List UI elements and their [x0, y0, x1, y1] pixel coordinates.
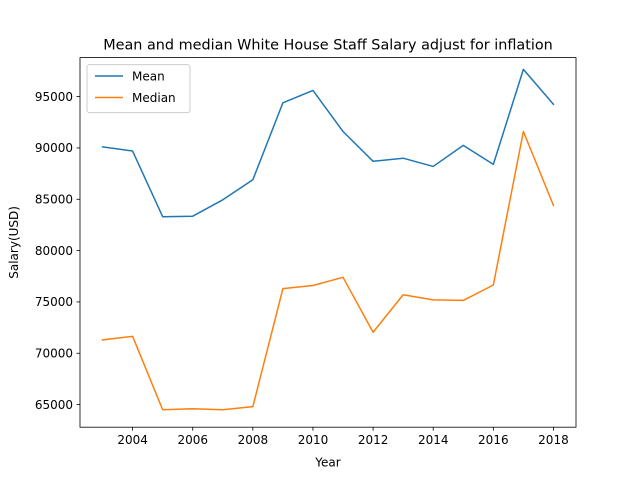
x-tick-label: 2008 [238, 433, 269, 447]
x-tick-label: 2016 [478, 433, 509, 447]
y-tick-label: 85000 [35, 193, 73, 207]
x-axis-label: Year [314, 456, 340, 470]
y-axis: 65000 70000 75000 80000 85000 90000 95000 [35, 90, 80, 412]
x-tick-label: 2006 [177, 433, 208, 447]
x-tick-label: 2018 [538, 433, 569, 447]
y-tick-label: 70000 [35, 347, 73, 361]
y-tick-label: 90000 [35, 141, 73, 155]
series-layer [101, 68, 555, 411]
x-tick-label: 2012 [358, 433, 389, 447]
y-axis-label: Salary(USD) [7, 206, 21, 279]
y-tick-label: 95000 [35, 90, 73, 104]
x-tick-label: 2010 [298, 433, 329, 447]
y-tick-label: 65000 [35, 398, 73, 412]
series-line-mean [101, 68, 555, 218]
y-tick-label: 75000 [35, 295, 73, 309]
legend: Mean Median [86, 64, 191, 114]
series-line-median [101, 130, 555, 411]
x-tick-label: 2004 [117, 433, 148, 447]
y-tick-label: 80000 [35, 244, 73, 258]
chart-title: Mean and median White House Staff Salary… [103, 38, 553, 54]
x-tick-label: 2014 [418, 433, 449, 447]
legend-label: Median [132, 91, 176, 105]
x-axis: 2004 2006 2008 2010 2012 2014 2016 2018 [117, 427, 569, 447]
plot-frame [79, 57, 577, 428]
legend-label: Mean [132, 69, 165, 83]
plot-area [80, 57, 576, 428]
